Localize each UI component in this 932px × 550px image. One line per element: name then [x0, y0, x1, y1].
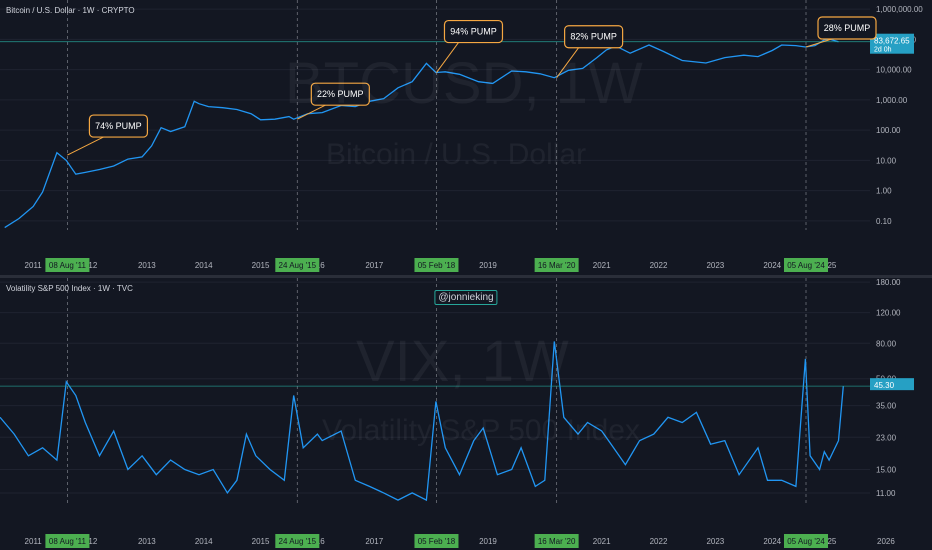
- vix-x-tick: 2026: [877, 537, 895, 546]
- vix-x-tick: 25: [827, 537, 836, 546]
- vix-x-tick: 16: [316, 537, 325, 546]
- btc-price-badge-sub: 2d 0h: [874, 47, 892, 54]
- vix-event-badge: [414, 534, 459, 548]
- vix-event-badge: [45, 534, 90, 548]
- btc-series-line: [4, 38, 839, 229]
- btc-y-tick: 10.00: [876, 156, 897, 165]
- pump-callout-pointer: [67, 136, 104, 156]
- pump-callout-label: 94% PUMP: [450, 27, 497, 37]
- btc-x-tick: 2017: [365, 261, 383, 270]
- pane-separator: [0, 275, 932, 278]
- vix-y-tick: 180.00: [876, 278, 901, 287]
- btc-x-tick: 12: [88, 261, 97, 270]
- vix-x-tick: 2019: [479, 537, 497, 546]
- btc-event-badge-label: 05 Aug '24: [787, 261, 825, 270]
- vix-y-tick: 23.00: [876, 433, 897, 442]
- btc-y-tick: 1.00: [876, 187, 892, 196]
- pump-callout-box: [817, 16, 877, 40]
- pump-callout-label: 82% PUMP: [570, 32, 617, 42]
- pump-callout-pointer: [297, 104, 326, 120]
- btc-x-tick: 2022: [650, 261, 668, 270]
- vix-event-badge-label: 16 Mar '20: [538, 537, 576, 546]
- vix-y-tick: 80.00: [876, 339, 897, 348]
- vix-event-badge-label: 05 Feb '18: [418, 537, 456, 546]
- vix-x-tick: 2015: [252, 537, 270, 546]
- vix-x-tick: 2023: [706, 537, 724, 546]
- btc-event-badge: [45, 258, 90, 272]
- btc-watermark-symbol: BTCUSD, 1W: [285, 51, 643, 116]
- btc-y-tick: 10,000.00: [876, 66, 912, 75]
- btc-event-badge: [275, 258, 320, 272]
- btc-y-tick: 1,000.00: [876, 96, 908, 105]
- btc-y-tick: 1,000,000.00: [876, 5, 923, 14]
- btc-watermark-name: Bitcoin / U.S. Dollar: [326, 138, 587, 171]
- pump-callout-pointer: [556, 47, 580, 79]
- btc-x-tick: 2019: [479, 261, 497, 270]
- vix-series-line: [0, 341, 844, 502]
- btc-event-badge: [414, 258, 459, 272]
- vix-watermark-symbol: VIX, 1W: [356, 329, 569, 394]
- btc-x-tick: 2011: [25, 261, 43, 270]
- author-handle: @jonnieking: [434, 290, 498, 305]
- btc-event-badge-label: 05 Feb '18: [418, 261, 456, 270]
- vix-time-axis: [0, 533, 932, 549]
- btc-event-badge: [784, 258, 828, 272]
- vix-x-tick: 2022: [650, 537, 668, 546]
- btc-x-tick: 2014: [195, 261, 213, 270]
- btc-x-tick: 16: [316, 261, 325, 270]
- vix-x-tick: 2013: [138, 537, 156, 546]
- btc-x-tick: 2023: [706, 261, 724, 270]
- vix-event-badge-label: 05 Aug '24: [787, 537, 825, 546]
- vix-event-badge-label: 24 Aug '15: [279, 537, 317, 546]
- vix-price-badge-text: 45.30: [874, 381, 895, 390]
- pump-callout-box: [564, 25, 624, 49]
- btc-price-badge-text: 83,672.65: [874, 37, 910, 46]
- btc-event-badge: [534, 258, 579, 272]
- btc-x-tick: 25: [827, 261, 836, 270]
- pump-callout-label: 22% PUMP: [317, 89, 364, 99]
- pump-callout-pointer: [805, 38, 833, 48]
- vix-watermark-name: Volatility S&P 500 Index: [322, 414, 640, 447]
- vix-x-tick: 2021: [593, 537, 611, 546]
- btc-x-tick: 2015: [252, 261, 270, 270]
- pump-callout-label: 28% PUMP: [824, 23, 871, 33]
- vix-x-tick: 2017: [365, 537, 383, 546]
- btc-event-badge-label: 16 Mar '20: [538, 261, 576, 270]
- vix-y-tick: 11.00: [876, 489, 896, 498]
- vix-x-tick: 12: [88, 537, 97, 546]
- vix-pane-title: Volatility S&P 500 Index · 1W · TVC: [6, 284, 133, 293]
- vix-event-badge: [275, 534, 320, 548]
- vix-y-tick: 35.00: [876, 402, 897, 411]
- pump-callout-box: [88, 114, 149, 138]
- btc-event-badge-label: 08 Aug '11: [49, 261, 87, 270]
- btc-x-tick: 2013: [138, 261, 156, 270]
- pump-callout-pointer: [436, 42, 459, 73]
- vix-event-badge: [534, 534, 579, 548]
- vix-x-tick: 2014: [195, 537, 213, 546]
- pump-callout-label: 74% PUMP: [95, 121, 142, 131]
- btc-price-badge: [870, 33, 914, 54]
- btc-x-tick: 2024: [763, 261, 781, 270]
- vix-plot-bg: [0, 278, 870, 504]
- vix-x-tick: 2011: [25, 537, 43, 546]
- vix-x-tick: 2024: [763, 537, 781, 546]
- vix-y-tick: 120.00: [876, 309, 901, 318]
- btc-y-tick: 0.10: [876, 217, 892, 226]
- vix-y-tick: 15.00: [876, 466, 897, 475]
- vix-event-badge-label: 08 Aug '11: [49, 537, 87, 546]
- btc-time-axis: [0, 257, 932, 273]
- pump-callout-box: [310, 82, 370, 106]
- btc-pane-title: Bitcoin / U.S. Dollar · 1W · CRYPTO: [6, 6, 135, 15]
- vix-event-badge: [784, 534, 828, 548]
- btc-event-badge-label: 24 Aug '15: [279, 261, 317, 270]
- pump-callout-box: [443, 19, 504, 44]
- btc-x-tick: 2021: [593, 261, 611, 270]
- btc-y-tick: 100.00: [876, 126, 901, 135]
- vix-price-badge: [870, 378, 914, 391]
